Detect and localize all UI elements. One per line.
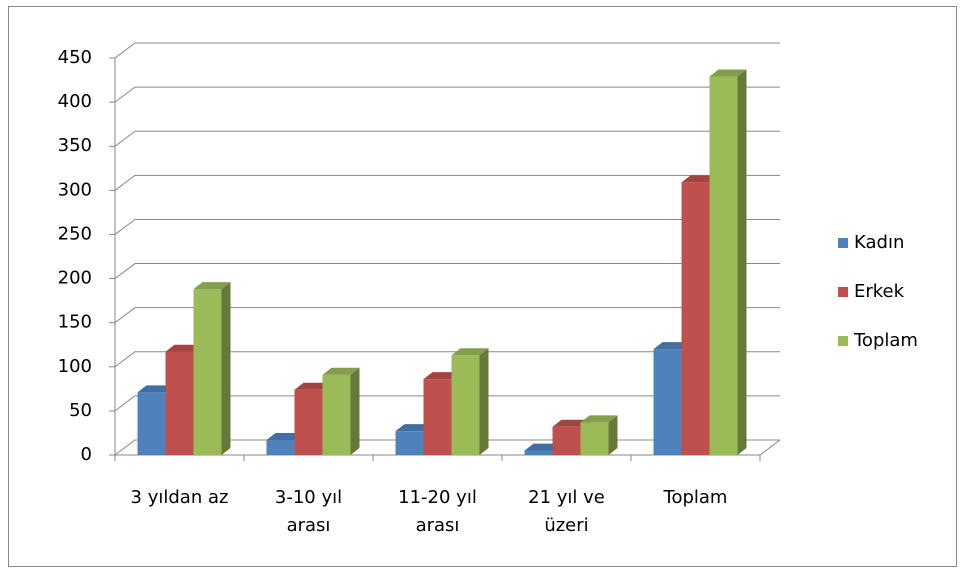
y-tick-label: 50	[69, 400, 92, 421]
legend-swatch	[838, 287, 848, 297]
bar-side	[221, 282, 231, 455]
x-tick-label: 21 yıl ve üzeri	[528, 487, 605, 536]
bar-front	[193, 289, 222, 455]
x-tick-label: 3-10 yıl arası	[274, 487, 343, 536]
y-tick-label: 0	[81, 444, 92, 465]
bar	[580, 415, 618, 455]
y-tick-label: 150	[58, 312, 92, 333]
x-tick-label: Toplam	[663, 487, 728, 508]
bar-front	[451, 355, 480, 455]
x-tick-label: 3 yıldan az	[130, 487, 229, 508]
bar-top	[709, 69, 747, 77]
bar-side	[608, 415, 618, 455]
y-tick-label: 300	[58, 179, 92, 200]
grid-line	[114, 130, 780, 147]
grid-line	[114, 42, 780, 59]
bar	[294, 382, 332, 455]
bar-front	[294, 389, 323, 455]
grid-line	[114, 218, 780, 235]
bar-front	[580, 422, 609, 455]
bar-top	[681, 175, 719, 183]
bar-top	[580, 415, 618, 423]
bar-side	[737, 69, 747, 455]
bar-front	[137, 392, 166, 455]
bar-top	[653, 342, 691, 350]
bar-top	[524, 443, 562, 451]
legend-swatch	[838, 238, 848, 248]
x-tick-label: 11-20 yıl arası	[398, 487, 477, 536]
bar	[451, 348, 489, 455]
grid-line	[114, 351, 780, 368]
y-tick-label: 250	[58, 223, 92, 244]
bar	[322, 367, 360, 455]
bar-top	[193, 282, 231, 290]
grid-line	[114, 263, 780, 279]
bar-front	[165, 351, 194, 455]
legend-label: Toplam	[853, 330, 918, 351]
legend-swatch	[838, 336, 848, 346]
bar-front	[681, 182, 710, 456]
bar-top	[451, 348, 489, 356]
grid-line	[114, 86, 780, 103]
legend-label: Erkek	[854, 281, 905, 302]
bar-top	[423, 372, 461, 380]
bar	[193, 282, 231, 455]
grid-line	[114, 307, 780, 324]
y-tick-label: 100	[58, 356, 92, 377]
chart-border	[8, 6, 957, 567]
bar-front	[709, 76, 738, 455]
bar-front	[266, 440, 295, 455]
bar-side	[479, 348, 489, 455]
bar-front	[423, 379, 452, 455]
y-tick-label: 400	[58, 91, 92, 112]
bar-top	[165, 344, 203, 352]
bar-front	[552, 426, 581, 455]
bar-side	[350, 367, 360, 455]
bar-front	[395, 431, 424, 455]
bar-front	[653, 349, 682, 455]
bar-top	[322, 367, 360, 375]
legend-label: Kadın	[854, 232, 904, 253]
bar-top	[266, 433, 304, 441]
grid-line	[114, 174, 780, 191]
bar	[709, 69, 747, 455]
bar-front	[524, 450, 553, 455]
bar-top	[552, 419, 590, 427]
y-tick-label: 350	[58, 135, 92, 156]
bar-top	[137, 385, 175, 393]
bar-front	[322, 374, 351, 455]
y-tick-label: 450	[58, 47, 92, 68]
grid-line	[114, 395, 780, 412]
y-tick-label: 200	[58, 268, 92, 289]
bar-top	[294, 382, 332, 390]
bar-top	[395, 424, 433, 432]
